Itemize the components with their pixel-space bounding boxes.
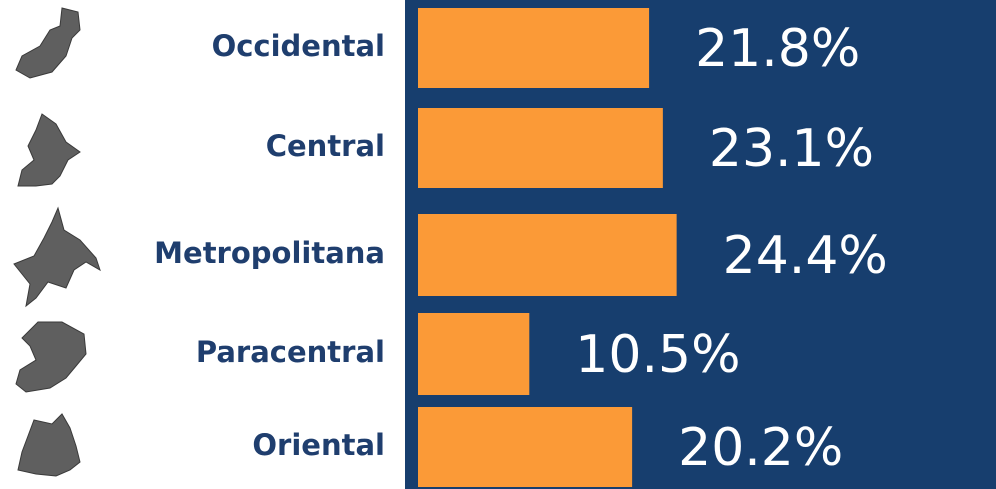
bar — [418, 313, 530, 395]
category-label: Central — [266, 129, 385, 163]
bar — [418, 407, 633, 487]
bar — [418, 8, 650, 88]
map-icon — [17, 113, 81, 187]
category-label: Occidental — [212, 29, 385, 63]
value-label: 20.2% — [678, 418, 843, 478]
value-label: 24.4% — [723, 226, 888, 286]
value-label: 21.8% — [695, 19, 860, 79]
map-icon — [17, 413, 81, 477]
value-label: 23.1% — [709, 119, 874, 179]
bar — [418, 214, 677, 296]
map-icon — [15, 7, 81, 79]
map-icon — [13, 206, 101, 308]
region-maps — [13, 7, 101, 477]
value-label: 10.5% — [575, 325, 740, 385]
category-label: Metropolitana — [154, 236, 385, 270]
category-label: Oriental — [252, 428, 385, 462]
category-label: Paracentral — [196, 335, 385, 369]
bar — [418, 108, 663, 188]
map-icon — [15, 321, 87, 393]
